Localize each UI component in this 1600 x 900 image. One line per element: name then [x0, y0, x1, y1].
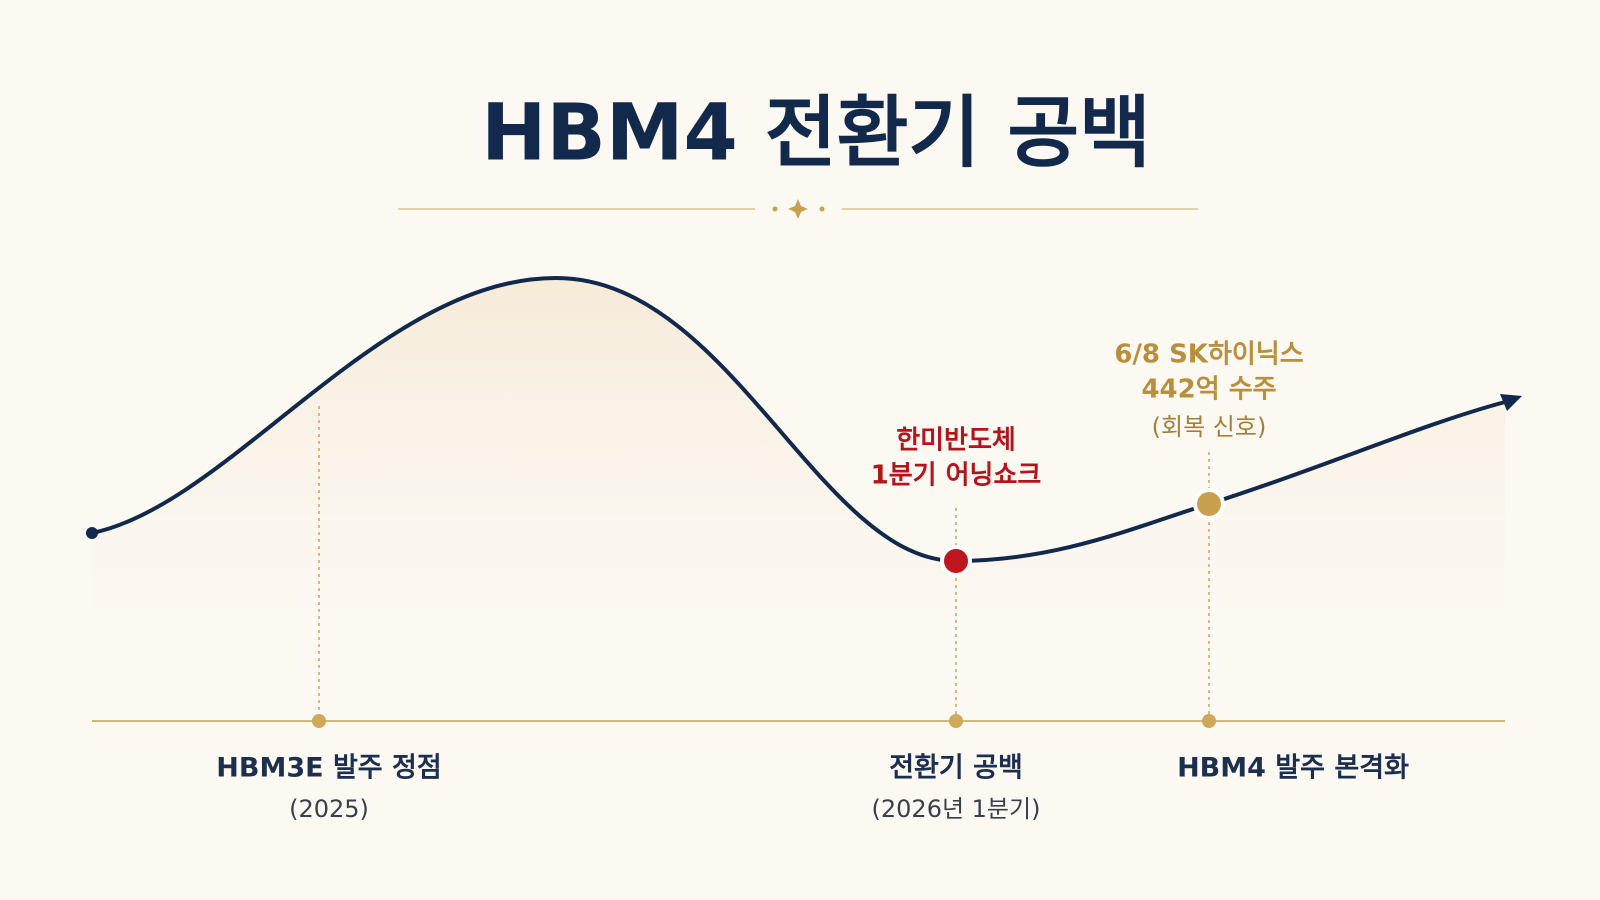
title: HBM4 전환기 공백 [481, 88, 1151, 178]
timeline-sub: (2025) [289, 795, 369, 823]
annotation-line: 6/8 SK하이닉스 [1114, 340, 1303, 370]
annotation-line: (회복 신호) [1152, 413, 1267, 441]
annotation-line: 한미반도체 [896, 426, 1016, 456]
earnings-shock-marker [944, 549, 968, 573]
annotation-line: 442억 수주 [1141, 375, 1276, 405]
timeline-sub: (2026년 1분기) [872, 795, 1041, 823]
recovery-marker [1197, 492, 1221, 516]
timeline-dot [949, 714, 963, 728]
timeline-dot [1202, 714, 1216, 728]
arrow-head [1500, 394, 1522, 411]
trend-curve [91, 275, 1506, 564]
timeline-label: HBM3E 발주 정점 [216, 753, 441, 784]
annotation-line: 1분기 어닝쇼크 [871, 461, 1042, 491]
curve-start [86, 527, 98, 539]
timeline-dot [312, 714, 326, 728]
timeline-label: HBM4 발주 본격화 [1177, 753, 1409, 784]
timeline-label: 전환기 공백 [889, 753, 1023, 784]
divider [398, 199, 1198, 219]
curve-area [92, 278, 1505, 721]
